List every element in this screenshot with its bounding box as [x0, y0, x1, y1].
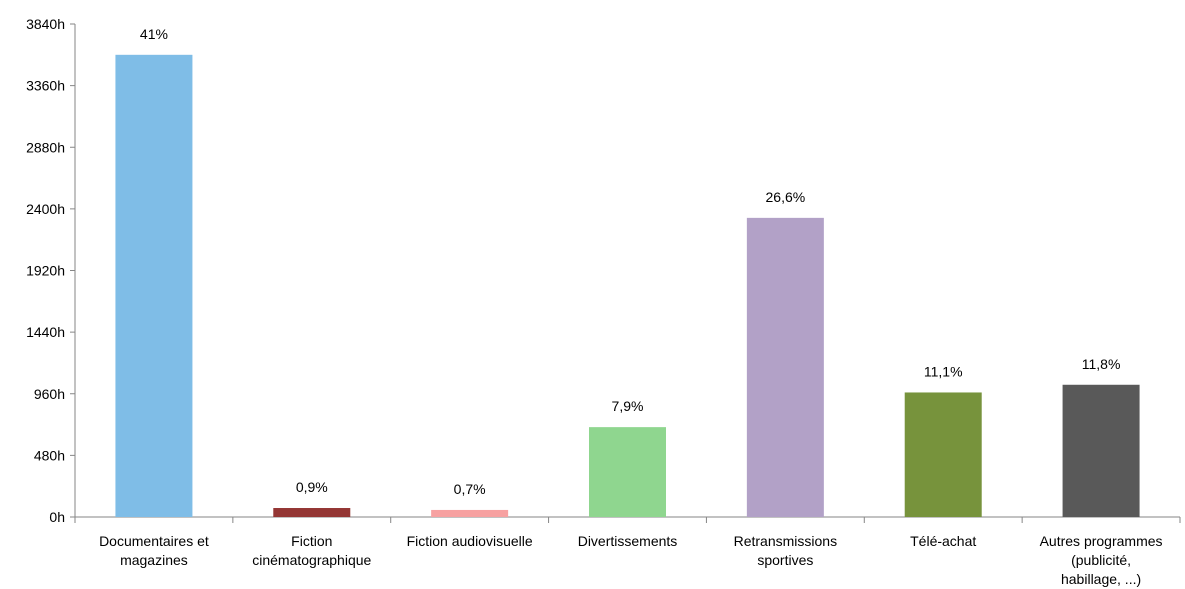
- data-label: 0,7%: [454, 481, 486, 497]
- data-label: 26,6%: [766, 189, 806, 205]
- category-label: Fiction cinématographique: [252, 533, 371, 568]
- y-tick-label: 2400h: [26, 201, 65, 217]
- bar: [115, 54, 193, 517]
- data-labels: 41% 0,9% 0,7% 7,9% 26,6% 11,1% 11,8%: [140, 26, 1120, 497]
- y-tick-label: 0h: [49, 509, 65, 525]
- x-axis: [74, 516, 1181, 523]
- category-label: Télé-achat: [910, 533, 976, 549]
- category-label: Autres programmes (publicité, habillage, .…: [1040, 533, 1163, 587]
- y-tick-label: 3360h: [26, 78, 65, 94]
- bar: [1062, 384, 1140, 517]
- y-tick-label: 960h: [34, 386, 65, 402]
- data-label: 11,8%: [1082, 356, 1121, 372]
- data-label: 7,9%: [612, 398, 644, 414]
- category-label: Fiction audiovisuelle: [407, 533, 533, 549]
- y-axis: 0h 480h 960h 1440h 1920h 2400h 2880h 3360h 3840h: [26, 16, 76, 525]
- y-tick-label: 2880h: [26, 139, 65, 155]
- y-tick-label: 480h: [34, 447, 65, 463]
- category-label: Documentaires et magazines: [99, 533, 209, 568]
- data-label: 0,9%: [296, 479, 328, 495]
- data-label: 11,1%: [924, 363, 963, 379]
- bar: [273, 508, 351, 517]
- category-labels: Documentaires et magazines Fiction cinémato…: [99, 533, 1162, 587]
- category-label: Retransmissions sportives: [734, 533, 837, 568]
- y-tick-label: 1440h: [26, 324, 65, 340]
- category-label: Divertissements: [578, 533, 678, 549]
- data-label: 41%: [140, 26, 168, 42]
- bar: [746, 217, 824, 517]
- y-tick-label: 3840h: [26, 16, 65, 32]
- bar: [904, 392, 982, 517]
- y-tick-label: 1920h: [26, 263, 65, 279]
- bars: [115, 54, 1140, 517]
- bar: [589, 427, 666, 517]
- bar: [431, 509, 509, 517]
